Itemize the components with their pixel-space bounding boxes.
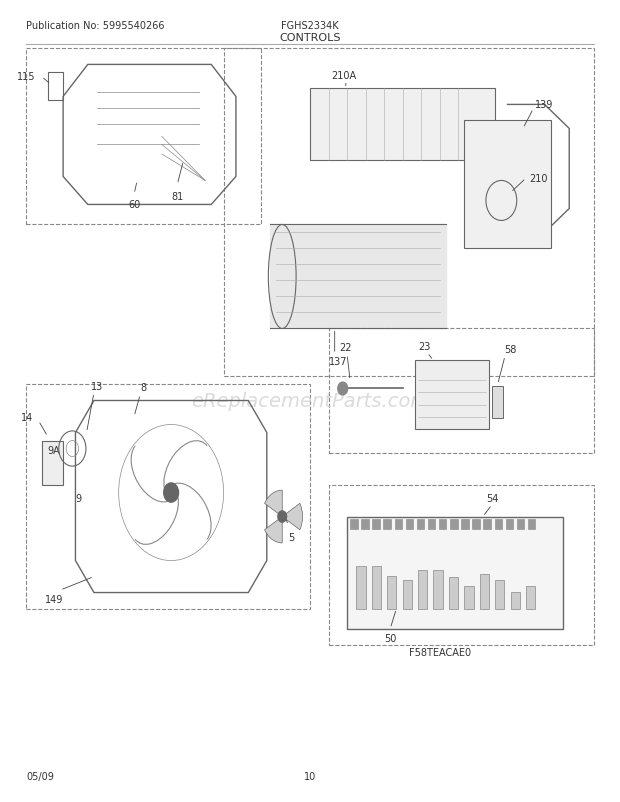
Text: 5: 5 <box>288 532 294 542</box>
FancyBboxPatch shape <box>373 519 379 529</box>
FancyBboxPatch shape <box>402 569 412 609</box>
FancyBboxPatch shape <box>417 519 424 529</box>
FancyBboxPatch shape <box>511 577 520 609</box>
Text: 8: 8 <box>140 383 146 393</box>
FancyBboxPatch shape <box>383 519 391 529</box>
FancyBboxPatch shape <box>528 519 535 529</box>
Text: Publication No: 5995540266: Publication No: 5995540266 <box>26 22 164 31</box>
Text: FGHS2334K: FGHS2334K <box>281 22 339 31</box>
FancyBboxPatch shape <box>428 519 435 529</box>
Circle shape <box>338 383 348 395</box>
Circle shape <box>278 512 286 522</box>
FancyBboxPatch shape <box>415 361 489 429</box>
FancyBboxPatch shape <box>42 441 63 485</box>
Text: 05/09: 05/09 <box>26 771 54 780</box>
Text: 139: 139 <box>535 100 554 111</box>
Text: 149: 149 <box>45 594 63 605</box>
Text: 210: 210 <box>529 174 547 184</box>
Text: 58: 58 <box>505 345 517 354</box>
FancyBboxPatch shape <box>484 519 491 529</box>
FancyBboxPatch shape <box>361 519 369 529</box>
Text: 60: 60 <box>128 200 140 209</box>
FancyBboxPatch shape <box>439 519 446 529</box>
Text: 10: 10 <box>304 771 316 780</box>
Text: 210A: 210A <box>332 71 356 81</box>
FancyBboxPatch shape <box>480 565 489 609</box>
Wedge shape <box>265 516 282 543</box>
FancyBboxPatch shape <box>506 519 513 529</box>
FancyBboxPatch shape <box>495 519 502 529</box>
FancyBboxPatch shape <box>449 592 458 609</box>
FancyBboxPatch shape <box>350 519 358 529</box>
Wedge shape <box>265 491 282 516</box>
FancyBboxPatch shape <box>418 582 427 609</box>
Text: 13: 13 <box>91 382 103 391</box>
Wedge shape <box>282 504 303 530</box>
FancyBboxPatch shape <box>405 519 413 529</box>
FancyBboxPatch shape <box>516 519 524 529</box>
Text: 115: 115 <box>17 72 35 83</box>
FancyBboxPatch shape <box>372 583 381 609</box>
FancyBboxPatch shape <box>356 584 366 609</box>
Text: eReplacementParts.com: eReplacementParts.com <box>191 391 429 411</box>
FancyBboxPatch shape <box>310 89 495 161</box>
FancyBboxPatch shape <box>450 519 458 529</box>
Text: 137: 137 <box>329 357 347 367</box>
Text: 81: 81 <box>171 192 184 201</box>
FancyBboxPatch shape <box>472 519 480 529</box>
Text: 9A: 9A <box>47 446 60 456</box>
FancyBboxPatch shape <box>464 565 474 609</box>
Text: 50: 50 <box>384 633 396 642</box>
Text: 54: 54 <box>486 493 498 504</box>
FancyBboxPatch shape <box>464 121 551 249</box>
Text: 9: 9 <box>76 493 82 504</box>
Text: 23: 23 <box>418 342 430 351</box>
Text: F58TEACAE0: F58TEACAE0 <box>409 647 471 657</box>
FancyBboxPatch shape <box>461 519 469 529</box>
FancyBboxPatch shape <box>492 387 503 419</box>
FancyBboxPatch shape <box>495 580 505 609</box>
Text: 14: 14 <box>21 412 33 422</box>
FancyBboxPatch shape <box>387 591 396 609</box>
FancyBboxPatch shape <box>347 516 563 629</box>
Text: CONTROLS: CONTROLS <box>279 34 341 43</box>
FancyBboxPatch shape <box>526 575 535 609</box>
Text: 22: 22 <box>339 343 352 353</box>
FancyBboxPatch shape <box>394 519 402 529</box>
FancyBboxPatch shape <box>433 586 443 609</box>
Circle shape <box>164 484 179 503</box>
